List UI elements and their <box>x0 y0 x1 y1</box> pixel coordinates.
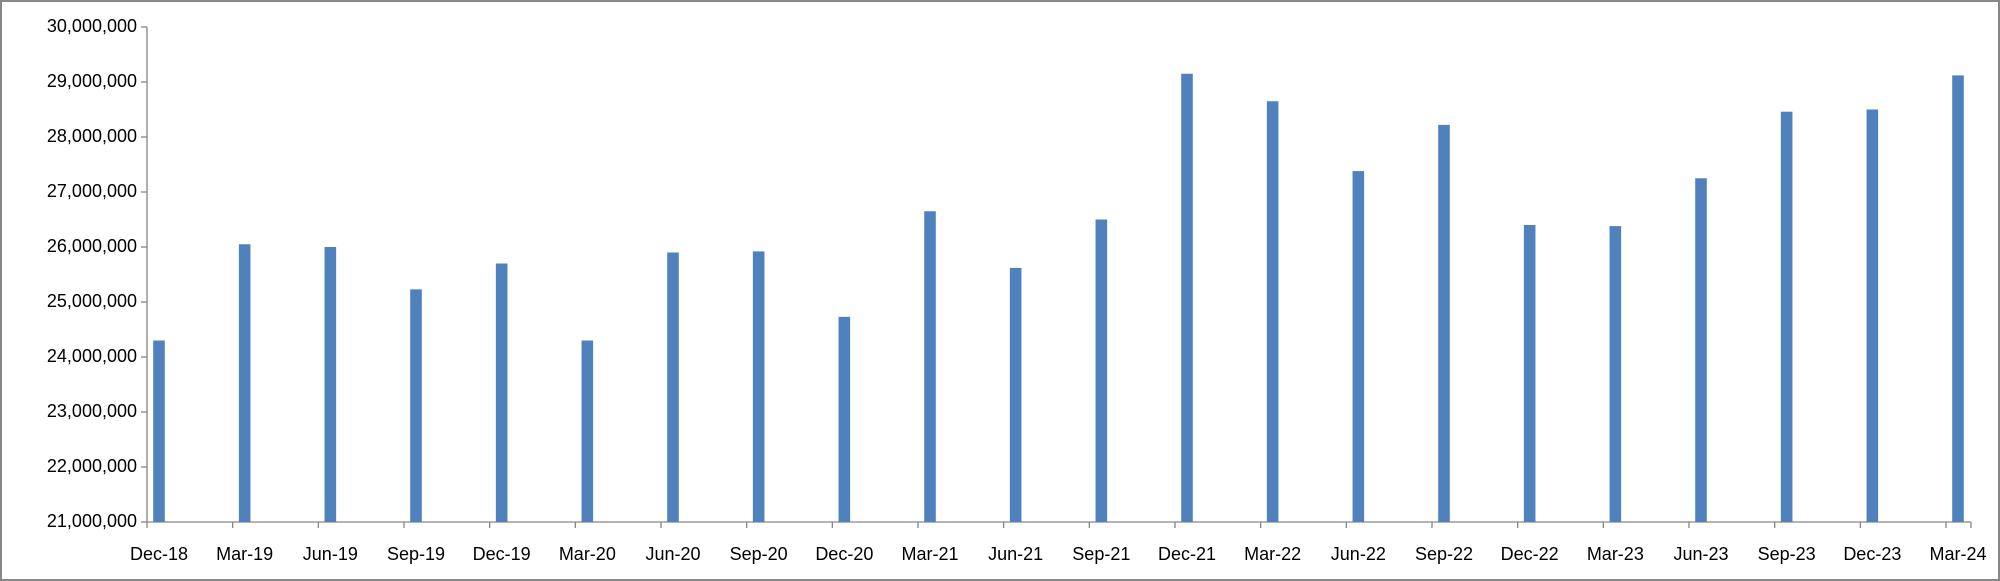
x-tick-label: Jun-20 <box>645 544 700 564</box>
x-tick-label: Jun-22 <box>1331 544 1386 564</box>
y-tick-label: 28,000,000 <box>47 126 137 146</box>
bar <box>1695 178 1707 522</box>
bar <box>324 247 337 522</box>
bar <box>1952 75 1964 523</box>
x-tick-label: Sep-20 <box>730 544 788 564</box>
bar <box>1523 225 1536 522</box>
bar <box>1866 109 1879 522</box>
bar <box>1266 101 1279 522</box>
bar <box>924 211 936 522</box>
bar <box>1352 171 1365 522</box>
bar <box>838 316 851 522</box>
y-tick-label: 26,000,000 <box>47 236 137 256</box>
bar <box>752 251 765 522</box>
x-tick-label: Sep-21 <box>1072 544 1130 564</box>
y-tick-label: 21,000,000 <box>47 511 137 531</box>
x-tick-label: Dec-18 <box>130 544 188 564</box>
y-tick-label: 25,000,000 <box>47 291 137 311</box>
x-tick-label: Jun-19 <box>303 544 358 564</box>
bar <box>581 340 594 522</box>
y-tick-label: 22,000,000 <box>47 456 137 476</box>
x-tick-label: Sep-23 <box>1758 544 1816 564</box>
x-tick-label: Dec-22 <box>1501 544 1559 564</box>
x-tick-label: Mar-23 <box>1587 544 1644 564</box>
x-tick-label: Dec-20 <box>815 544 873 564</box>
x-tick-label: Mar-20 <box>559 544 616 564</box>
y-tick-label: 27,000,000 <box>47 181 137 201</box>
y-tick-label: 30,000,000 <box>47 16 137 36</box>
bar <box>1181 73 1193 522</box>
x-tick-label: Dec-23 <box>1843 544 1901 564</box>
x-tick-label: Mar-19 <box>216 544 273 564</box>
bar <box>1609 226 1622 522</box>
x-tick-label: Mar-24 <box>1929 544 1986 564</box>
bar <box>410 289 422 522</box>
bar <box>1009 267 1022 522</box>
x-tick-label: Sep-19 <box>387 544 445 564</box>
bar <box>153 340 165 522</box>
x-tick-label: Jun-23 <box>1673 544 1728 564</box>
x-tick-label: Mar-22 <box>1244 544 1301 564</box>
bar <box>1780 111 1793 522</box>
bar <box>1095 219 1108 522</box>
bar <box>1438 124 1450 523</box>
bar <box>495 263 508 522</box>
y-tick-label: 23,000,000 <box>47 401 137 421</box>
x-tick-label: Dec-19 <box>473 544 531 564</box>
x-tick-label: Mar-21 <box>901 544 958 564</box>
y-tick-label: 29,000,000 <box>47 71 137 91</box>
bar <box>238 244 251 522</box>
bar <box>667 252 679 522</box>
x-tick-label: Jun-21 <box>988 544 1043 564</box>
x-tick-label: Dec-21 <box>1158 544 1216 564</box>
x-tick-label: Sep-22 <box>1415 544 1473 564</box>
y-tick-label: 24,000,000 <box>47 346 137 366</box>
